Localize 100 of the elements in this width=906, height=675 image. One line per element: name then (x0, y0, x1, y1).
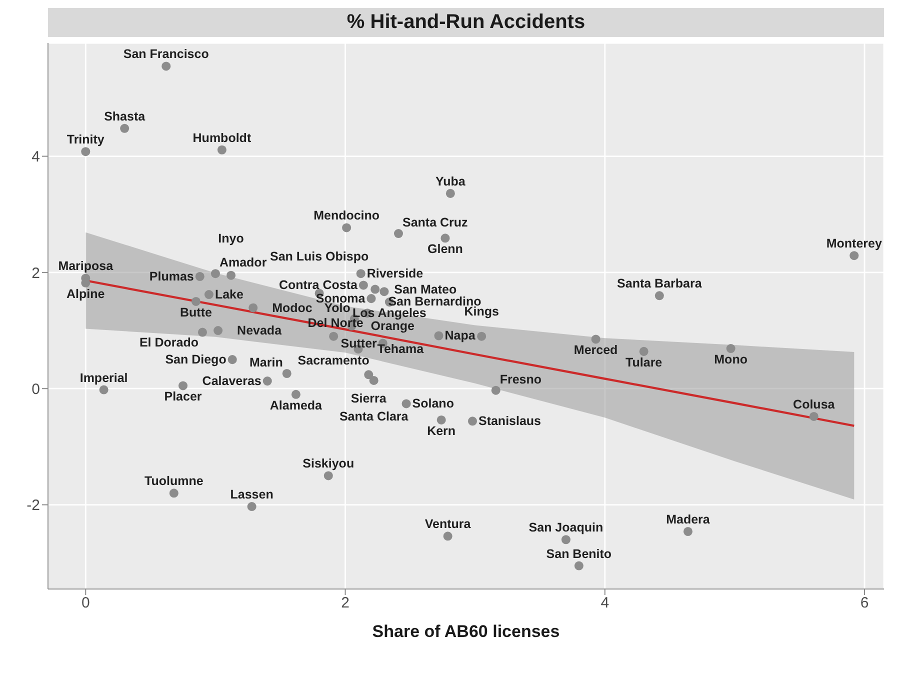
annotation: Trinity (66, 132, 104, 147)
point (262, 376, 272, 386)
annotation: Nevada (237, 324, 283, 338)
point (356, 269, 366, 278)
point (282, 369, 292, 378)
annotation: Lassen (230, 488, 274, 502)
y-tick-label: 2 (32, 264, 40, 282)
annotation: Tehama (377, 342, 425, 356)
point (226, 270, 236, 280)
point (809, 412, 818, 421)
annotation: Calaveras (202, 374, 262, 388)
point (99, 385, 108, 394)
annotation: San Mateo (394, 282, 458, 296)
annotation: Placer (164, 390, 202, 404)
annotation: Sutter (340, 336, 378, 350)
point (329, 332, 338, 341)
point (726, 344, 736, 354)
point (324, 471, 333, 480)
annotation: Colusa (793, 397, 836, 412)
point (228, 355, 237, 364)
annotation: Siskiyou (302, 456, 354, 471)
point (654, 291, 664, 300)
annotation: Marin (250, 356, 283, 370)
point (850, 251, 859, 260)
point (380, 287, 389, 296)
point (561, 535, 570, 544)
annotation: San Benito (546, 546, 612, 561)
annotation: Yuba (435, 174, 466, 188)
annotation: Mendocino (314, 208, 380, 223)
point (364, 370, 374, 380)
point (358, 280, 368, 290)
annotation: Mariposa (58, 259, 114, 274)
point (191, 296, 200, 306)
annotation: Mono (714, 352, 748, 367)
annotation: Riverside (366, 266, 424, 281)
annotation: San Luis Obispo (270, 249, 369, 264)
annotation: Inyo (218, 231, 244, 246)
annotation: Imperial (80, 370, 128, 385)
point (210, 269, 220, 278)
point (443, 532, 452, 541)
annotation: Alameda (270, 398, 324, 412)
x-tick-label: 2 (341, 594, 350, 612)
annotation: Plumas (149, 270, 194, 284)
point (370, 284, 380, 294)
point (248, 303, 258, 312)
point (436, 415, 446, 424)
point (434, 331, 444, 340)
point (247, 502, 256, 512)
point (217, 145, 226, 154)
x-tick-label: 0 (81, 594, 90, 612)
annotation: Butte (180, 305, 212, 320)
annotation: San Francisco (123, 47, 210, 62)
point (81, 147, 90, 156)
annotation: Monterey (826, 236, 882, 251)
annotation: Ventura (424, 517, 472, 532)
annotation: Shasta (104, 109, 146, 124)
point (291, 390, 300, 399)
annotation: Tuolumne (144, 474, 204, 488)
annotation: San Joaquin (528, 520, 604, 535)
annotation: Tulare (626, 355, 662, 370)
point (169, 488, 178, 498)
annotation: Amador (219, 256, 267, 270)
point (477, 332, 486, 341)
x-tick-label: 4 (600, 594, 610, 612)
point (394, 229, 404, 238)
annotation: Santa Cruz (402, 216, 468, 230)
annotation: Alpine (66, 286, 105, 301)
point (683, 526, 692, 536)
annotation: Merced (574, 343, 618, 358)
annotation: Lake (214, 288, 244, 302)
point (468, 416, 478, 426)
chart-title: % Hit-and-Run Accidents (48, 8, 884, 37)
annotation: Kern (427, 424, 456, 438)
point (440, 234, 450, 243)
annotation: Sacramento (298, 353, 370, 368)
annotation: Madera (666, 512, 711, 526)
point (591, 334, 600, 344)
point (369, 376, 378, 385)
annotation: San Diego (165, 352, 227, 367)
point (120, 124, 130, 133)
annotation: Stanislaus (478, 414, 542, 428)
annotation: Modoc (272, 300, 312, 315)
point (366, 294, 376, 304)
annotation: El Dorado (139, 335, 199, 350)
point (402, 399, 411, 408)
point (446, 188, 455, 198)
point (178, 381, 188, 390)
y-tick-label: 0 (32, 380, 40, 398)
annotation: Santa Barbara (617, 276, 703, 291)
point (195, 272, 204, 282)
point (162, 62, 171, 71)
annotation: Sierra (350, 392, 388, 406)
point (574, 561, 584, 570)
annotation: Humboldt (192, 130, 252, 145)
annotation: Glenn (428, 242, 463, 256)
x-tick-label: 6 (860, 594, 869, 612)
y-tick-label: -2 (26, 497, 40, 514)
point (214, 326, 223, 336)
annotation: Los Angeles (352, 306, 426, 320)
annotation: Fresno (500, 372, 542, 386)
